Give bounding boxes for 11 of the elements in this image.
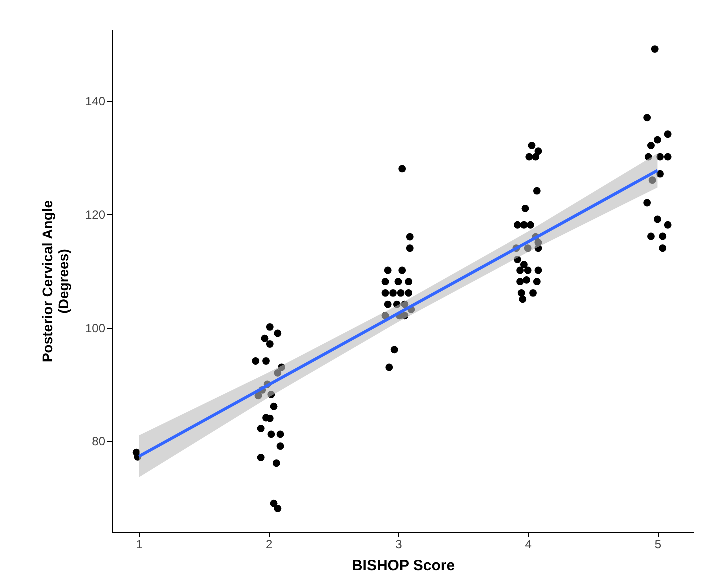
x-axis-title: BISHOP Score (352, 558, 456, 574)
x-tick-label: 1 (136, 538, 144, 552)
x-tick-label: 3 (396, 538, 403, 552)
y-axis-title: Posterior Cervical Angle (Degrees) (39, 200, 72, 363)
x-tick-label: 2 (266, 538, 273, 552)
x-tick-label: 5 (654, 538, 662, 552)
x-tick-label: 4 (525, 538, 532, 552)
y-tick-label: 120 (85, 208, 106, 222)
y-tick-label: 100 (85, 321, 106, 336)
y-tick-label: 140 (85, 94, 106, 108)
y-tick-label: 80 (92, 434, 106, 449)
